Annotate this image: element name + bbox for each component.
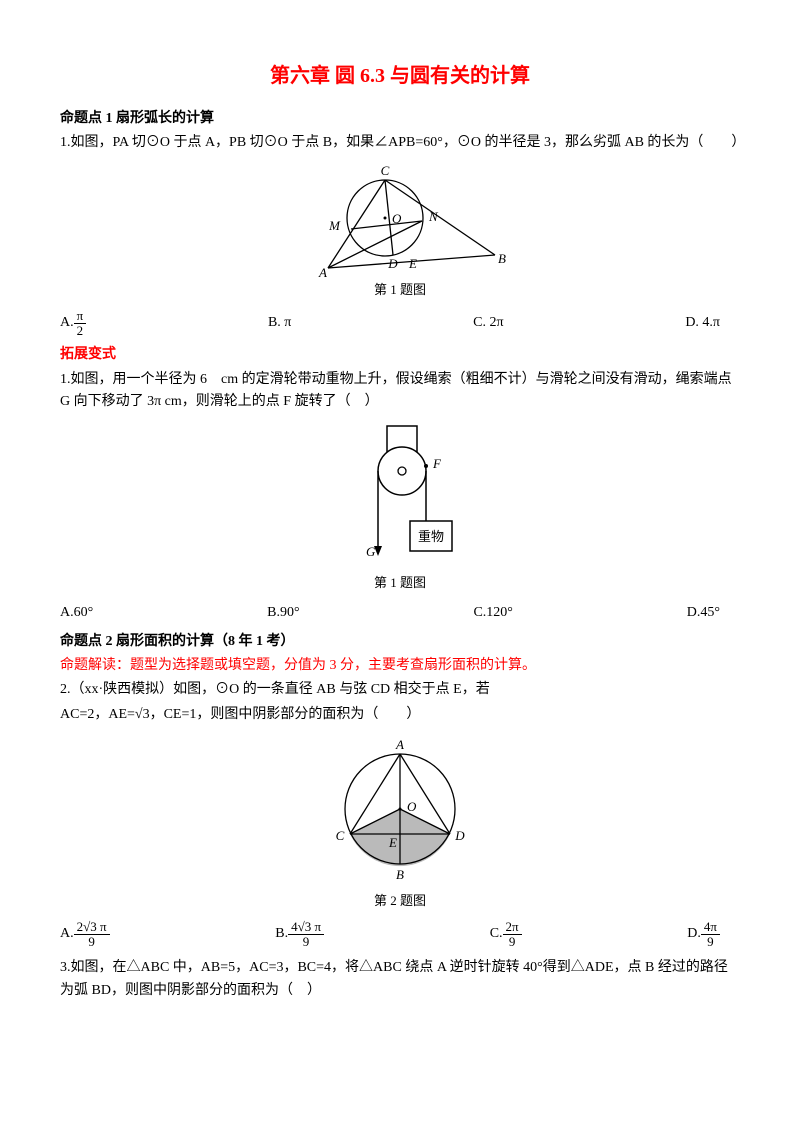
q1-option-b: B. π: [268, 309, 291, 339]
denominator: 2: [74, 324, 87, 338]
q2-option-c: C. 2π 9: [490, 920, 522, 950]
fraction: 4√3 π 9: [288, 920, 324, 950]
numerator: 2√3 π: [74, 920, 110, 935]
variant-heading: 拓展变式: [60, 344, 740, 366]
q1-option-c: C. 2π: [473, 309, 503, 339]
svg-text:O: O: [392, 211, 402, 226]
page-title: 第六章 圆 6.3 与圆有关的计算: [60, 60, 740, 92]
option-label: C.: [490, 923, 503, 945]
variant-option-c: C.120°: [473, 602, 512, 624]
sqrt3: √3: [135, 707, 150, 722]
figure-circle-shaded: A O C E D B 第 2 题图: [60, 734, 740, 912]
option-label: A.: [60, 923, 74, 945]
fraction: 2π 9: [503, 920, 522, 950]
q1-option-d: D. 4.π: [685, 309, 720, 339]
svg-text:G: G: [366, 544, 376, 559]
svg-text:B: B: [396, 867, 404, 882]
variant-option-a: A.60°: [60, 602, 93, 624]
numerator: 4√3 π: [288, 920, 324, 935]
q2-option-d: D. 4π 9: [687, 920, 720, 950]
topic2-note: 命题解读：题型为选择题或填空题，分值为 3 分，主要考查扇形面积的计算。: [60, 655, 740, 677]
q3-text: 3.如图，在△ABC 中，AB=5，AC=3，BC=4，将△ABC 绕点 A 逆…: [60, 957, 740, 1002]
pulley-diagram-icon: F G 重物: [310, 421, 490, 571]
fraction: π 2: [74, 309, 87, 339]
variant-q1-text: 1.如图，用一个半径为 6 cm 的定滑轮带动重物上升，假设绳索（粗细不计）与滑…: [60, 369, 740, 414]
q2-option-a: A. 2√3 π 9: [60, 920, 110, 950]
svg-text:D: D: [454, 828, 465, 843]
svg-text:E: E: [388, 835, 397, 850]
denominator: 9: [85, 935, 98, 949]
svg-text:E: E: [408, 256, 417, 271]
denominator: 9: [704, 935, 717, 949]
variant-option-b: B.90°: [267, 602, 299, 624]
topic1-heading: 命题点 1 扇形弧长的计算: [60, 108, 740, 130]
numerator: 4π: [701, 920, 720, 935]
denominator: 9: [300, 935, 313, 949]
q2-part-a: AC=2，AE=: [60, 707, 135, 722]
option-label: A.: [60, 312, 74, 334]
figure-3-caption: 第 2 题图: [60, 891, 740, 912]
variant-options: A.60° B.90° C.120° D.45°: [60, 602, 740, 624]
figure-pulley: F G 重物 第 1 题图: [60, 421, 740, 594]
svg-text:A: A: [395, 737, 404, 752]
q2-options: A. 2√3 π 9 B. 4√3 π 9 C. 2π 9 D. 4π 9: [60, 920, 740, 950]
figure-1-caption: 第 1 题图: [60, 280, 740, 301]
svg-text:C: C: [336, 828, 345, 843]
circle-shaded-diagram-icon: A O C E D B: [310, 734, 490, 889]
q2-option-b: B. 4√3 π 9: [275, 920, 324, 950]
svg-text:O: O: [407, 799, 417, 814]
q2-part-b: ，CE=1，则图中阴影部分的面积为（ ）: [150, 707, 421, 722]
numerator: π: [74, 309, 87, 324]
numerator: 2π: [503, 920, 522, 935]
option-label: B.: [275, 923, 288, 945]
q2-text: 2.（xx·陕西模拟）如图，⊙O 的一条直径 AB 与弦 CD 相交于点 E，若: [60, 679, 740, 701]
svg-text:D: D: [387, 256, 398, 271]
svg-text:重物: 重物: [418, 529, 444, 544]
fraction: 4π 9: [701, 920, 720, 950]
variant-option-d: D.45°: [687, 602, 720, 624]
figure-1: C M N O A D E B 第 1 题图: [60, 163, 740, 301]
option-label: D.: [687, 923, 701, 945]
q1-options: A. π 2 B. π C. 2π D. 4.π: [60, 309, 740, 339]
svg-text:M: M: [328, 218, 341, 233]
q1-text: 1.如图，PA 切⊙O 于点 A，PB 切⊙O 于点 B，如果∠APB=60°，…: [60, 132, 740, 154]
denominator: 9: [506, 935, 519, 949]
svg-text:B: B: [498, 251, 506, 266]
topic2-heading: 命题点 2 扇形面积的计算（8 年 1 考）: [60, 631, 740, 653]
figure-pulley-caption: 第 1 题图: [60, 573, 740, 594]
fraction: 2√3 π 9: [74, 920, 110, 950]
geometry-diagram-icon: C M N O A D E B: [285, 163, 515, 278]
svg-text:C: C: [381, 163, 390, 178]
svg-text:A: A: [318, 265, 327, 278]
q2-text-2: AC=2，AE=√3，CE=1，则图中阴影部分的面积为（ ）: [60, 704, 740, 726]
q1-option-a: A. π 2: [60, 309, 86, 339]
svg-text:N: N: [428, 209, 439, 224]
svg-text:F: F: [432, 456, 442, 471]
